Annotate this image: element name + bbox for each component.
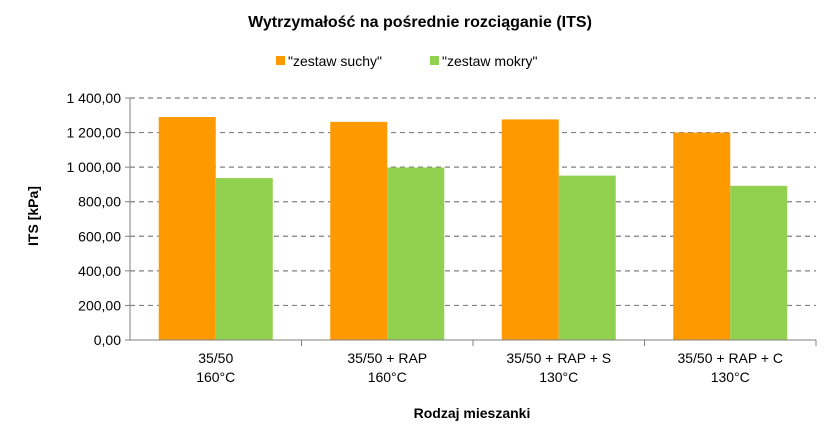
y-axis-title: ITS [kPa] <box>25 186 41 246</box>
y-tick-label: 0,00 <box>94 332 121 348</box>
legend: "zestaw suchy" "zestaw mokry" <box>276 53 538 69</box>
x-axis-title: Rodzaj mieszanki <box>414 405 531 421</box>
y-tick-label: 1 000,00 <box>67 159 122 175</box>
x-tick-label: 35/50 + RAP + S 130°C <box>506 350 611 385</box>
y-tick-label: 800,00 <box>78 194 121 210</box>
y-tick-label: 400,00 <box>78 263 121 279</box>
x-axis: 35/50 160°C 35/50 + RAP 160°C 35/50 + RAP + … <box>130 339 817 385</box>
bar-mokry-0 <box>215 178 273 340</box>
legend-label: "zestaw mokry" <box>442 53 538 69</box>
y-tick-label: 200,00 <box>78 297 121 313</box>
y-tick-label: 1 200,00 <box>67 125 122 141</box>
bar-suchy-3 <box>673 132 731 340</box>
y-axis-ticks: 0,00 200,00 400,00 600,00 800,00 1 000,00 1 20… <box>67 90 131 348</box>
y-tick-label: 600,00 <box>78 228 121 244</box>
legend-label: "zestaw suchy" <box>288 53 382 69</box>
x-tick-label: 35/50 + RAP 160°C <box>347 350 427 385</box>
bar-suchy-1 <box>330 121 388 341</box>
legend-swatch <box>276 56 285 65</box>
x-tick-label: 35/50 + RAP + C 130°C <box>677 350 783 385</box>
y-tick-label: 1 400,00 <box>67 90 122 106</box>
bars <box>158 117 788 341</box>
bar-mokry-1 <box>387 167 445 340</box>
bar-suchy-2 <box>501 119 559 340</box>
x-tick-label: 35/50 160°C <box>196 350 235 385</box>
bar-mokry-3 <box>730 185 788 340</box>
bar-mokry-2 <box>558 175 616 340</box>
bar-suchy-0 <box>158 117 216 340</box>
chart-title: Wytrzymałość na pośrednie rozciąganie (I… <box>248 14 592 31</box>
legend-swatch <box>430 56 439 65</box>
